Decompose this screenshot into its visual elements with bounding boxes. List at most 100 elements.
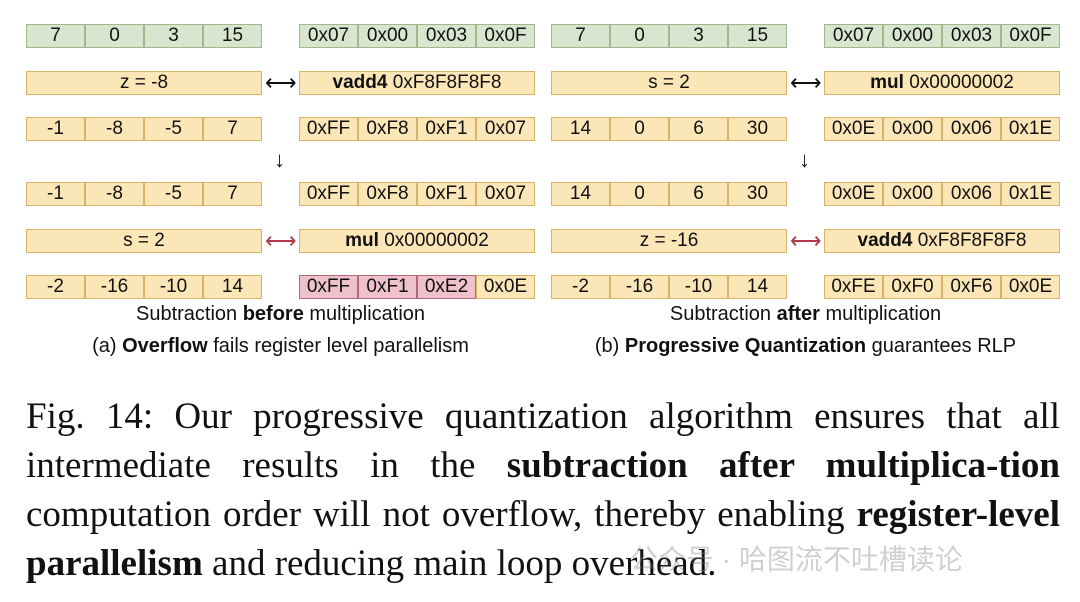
caption-bold: Overflow (122, 335, 208, 357)
instruction-box: vadd4 0xF8F8F8F8 (299, 71, 535, 95)
hex-cell: 0x0E (824, 182, 883, 206)
left-op1-label-row: z = -8 (26, 71, 262, 95)
right-r1-values: 14 0 6 30 (551, 117, 787, 141)
value-cell: -10 (669, 275, 728, 299)
value-cell: -16 (85, 275, 144, 299)
bidirectional-arrow-icon: ⟷ (265, 70, 297, 95)
down-arrow-icon: ↓ (799, 147, 810, 172)
overflow-hex-cell: 0xFF (299, 275, 358, 299)
value-cell: 6 (669, 182, 728, 206)
hex-cell: 0xFF (299, 117, 358, 141)
instruction-box: vadd4 0xF8F8F8F8 (824, 229, 1060, 253)
value-cell: 7 (203, 117, 262, 141)
hex-cell: 0xF1 (417, 117, 476, 141)
right-op1-instr-row: mul 0x00000002 (824, 71, 1060, 95)
figure-diagram: 7 0 3 15 0x07 0x00 0x03 0x0F z = -8 ⟷ va… (26, 24, 1060, 358)
instruction-opcode: mul (345, 230, 379, 251)
value-cell: 7 (26, 24, 85, 48)
hex-cell: 0xF0 (883, 275, 942, 299)
caption-text: (a) (92, 335, 123, 357)
right-op2-label-row: z = -16 (551, 229, 787, 253)
hex-cell: 0x0F (476, 24, 535, 48)
hex-cell: 0xFE (824, 275, 883, 299)
operand-label: z = -16 (551, 229, 787, 253)
right-r1-hex: 0x0E 0x00 0x06 0x1E (824, 117, 1060, 141)
value-cell: 3 (669, 24, 728, 48)
bidirectional-arrow-icon: ⟷ (265, 228, 297, 253)
value-cell: 14 (551, 117, 610, 141)
operand-label: s = 2 (26, 229, 262, 253)
value-cell: -1 (26, 117, 85, 141)
hex-cell: 0xF1 (417, 182, 476, 206)
value-cell: 14 (728, 275, 787, 299)
caption-bold: Progressive Quantization (624, 335, 867, 357)
right-panel-caption: (b) Progressive Quantization guarantees … (551, 334, 1060, 358)
value-cell: 30 (728, 182, 787, 206)
value-cell: 6 (669, 117, 728, 141)
left-r2-hex: 0xFF 0xF8 0xF1 0x07 (299, 182, 535, 206)
left-op2-instr-row: mul 0x00000002 (299, 229, 535, 253)
left-r3-hex: 0xFF 0xF1 0xE2 0x0E (299, 275, 535, 299)
right-op1-label-row: s = 2 (551, 71, 787, 95)
caption-text: guarantees RLP (866, 335, 1017, 357)
hex-cell: 0x0E (476, 275, 535, 299)
hex-cell: 0x06 (942, 117, 1001, 141)
left-top-values: 7 0 3 15 (26, 24, 262, 48)
value-cell: 14 (203, 275, 262, 299)
value-cell: 0 (610, 24, 669, 48)
left-r1-values: -1 -8 -5 7 (26, 117, 262, 141)
left-r1-hex: 0xFF 0xF8 0xF1 0x07 (299, 117, 535, 141)
hex-cell: 0xF8 (358, 117, 417, 141)
instruction-box: mul 0x00000002 (824, 71, 1060, 95)
hex-cell: 0x1E (1001, 117, 1060, 141)
hex-cell: 0x00 (883, 117, 942, 141)
hex-cell: 0x07 (824, 24, 883, 48)
down-arrow-icon: ↓ (274, 147, 285, 172)
instruction-box: mul 0x00000002 (299, 229, 535, 253)
value-cell: 15 (203, 24, 262, 48)
subcaption-text: Subtraction (669, 303, 777, 325)
instruction-operand: 0xF8F8F8F8 (912, 230, 1027, 251)
subcaption-bold: after (776, 303, 820, 325)
instruction-operand: 0x00000002 (378, 230, 489, 251)
value-cell: 30 (728, 117, 787, 141)
watermark-text: 公众号 · 哈图流不吐槽读论 (630, 544, 963, 575)
hex-cell: 0xFF (299, 182, 358, 206)
operand-label: s = 2 (551, 71, 787, 95)
operand-label: z = -8 (26, 71, 262, 95)
value-cell: -8 (85, 182, 144, 206)
value-cell: -10 (144, 275, 203, 299)
caption-text: computation order will not overflow, the… (26, 494, 857, 535)
hex-cell: 0x07 (476, 182, 535, 206)
instruction-operand: 0xF8F8F8F8 (387, 72, 502, 93)
overflow-hex-cell: 0xE2 (417, 275, 476, 299)
right-r2-hex: 0x0E 0x00 0x06 0x1E (824, 182, 1060, 206)
value-cell: 0 (610, 117, 669, 141)
left-op2-label-row: s = 2 (26, 229, 262, 253)
caption-bold: register-level parallelism (26, 494, 1060, 584)
value-cell: 15 (728, 24, 787, 48)
value-cell: 0 (85, 24, 144, 48)
value-cell: -2 (551, 275, 610, 299)
value-cell: 3 (144, 24, 203, 48)
instruction-opcode: vadd4 (857, 230, 913, 251)
hex-cell: 0x07 (476, 117, 535, 141)
value-cell: 0 (610, 182, 669, 206)
caption-bold: subtraction after multiplica-tion (506, 445, 1060, 486)
overflow-hex-cell: 0xF1 (358, 275, 417, 299)
subcaption-bold: before (242, 303, 304, 325)
value-cell: -5 (144, 117, 203, 141)
hex-cell: 0x00 (883, 182, 942, 206)
left-r3-values: -2 -16 -10 14 (26, 275, 262, 299)
subcaption-text: multiplication (819, 303, 942, 325)
hex-cell: 0x0F (1001, 24, 1060, 48)
instruction-operand: 0x00000002 (903, 72, 1014, 93)
right-r3-hex: 0xFE 0xF0 0xF6 0x0E (824, 275, 1060, 299)
value-cell: 14 (551, 182, 610, 206)
value-cell: -16 (610, 275, 669, 299)
right-op2-instr-row: vadd4 0xF8F8F8F8 (824, 229, 1060, 253)
right-r3-values: -2 -16 -10 14 (551, 275, 787, 299)
instruction-opcode: vadd4 (332, 72, 388, 93)
bidirectional-arrow-icon: ⟷ (790, 228, 822, 253)
left-top-hex: 0x07 0x00 0x03 0x0F (299, 24, 535, 48)
